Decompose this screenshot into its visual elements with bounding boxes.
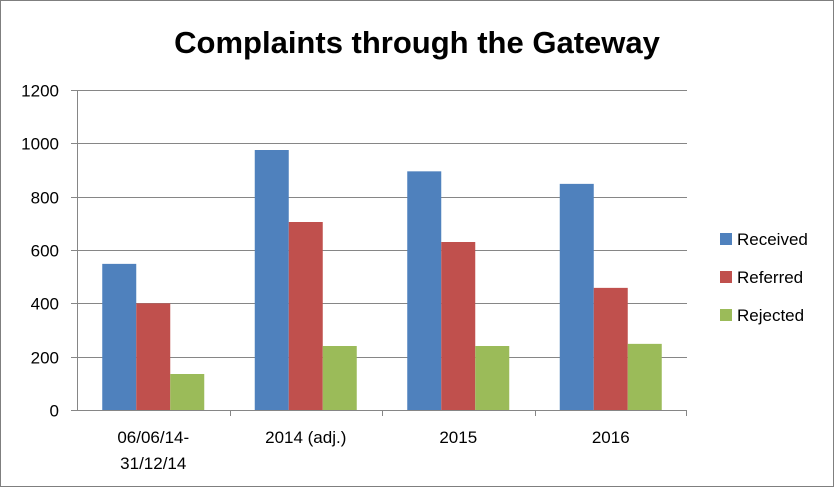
axes: [71, 90, 687, 416]
bar-rejected-1: [322, 346, 357, 410]
bar-received-3: [559, 183, 594, 410]
bar-referred-3: [593, 287, 628, 410]
y-tick-label: 800: [31, 189, 59, 208]
legend-label-referred: Referred: [737, 268, 803, 287]
x-tick-labels: 06/06/14- 31/12/14 2014 (adj.) 2015 2016: [117, 428, 629, 473]
y-tick-labels: 0 200 400 600 800 1000 1200: [21, 82, 59, 421]
bar-referred-0: [136, 303, 171, 410]
y-tick-label: 200: [31, 349, 59, 368]
bar-rejected-0: [170, 374, 205, 410]
legend-label-rejected: Rejected: [737, 306, 804, 325]
legend-swatch-referred: [720, 271, 732, 283]
y-tick-label: 1000: [21, 135, 59, 154]
chart-title: Complaints through the Gateway: [174, 25, 660, 60]
x-tick-label: 2014 (adj.): [265, 428, 346, 447]
y-tick-label: 400: [31, 295, 59, 314]
y-tick-label: 1200: [21, 82, 59, 101]
bar-rejected-3: [627, 343, 662, 410]
x-tick-label: 2016: [592, 428, 630, 447]
y-tick-label: 600: [31, 242, 59, 261]
bar-referred-1: [288, 222, 323, 410]
legend-swatch-rejected: [720, 309, 732, 321]
x-tick-label: 31/12/14: [120, 454, 186, 473]
legend-swatch-received: [720, 233, 732, 245]
legend-label-received: Received: [737, 230, 808, 249]
y-tick-label: 0: [50, 402, 59, 421]
bar-received-1: [254, 150, 289, 410]
bar-rejected-2: [475, 346, 510, 410]
x-tick-label: 06/06/14-: [117, 428, 189, 447]
bar-referred-2: [441, 242, 476, 410]
bars: [102, 150, 662, 410]
bar-received-0: [102, 263, 137, 410]
bar-received-2: [407, 171, 442, 410]
legend: Received Referred Rejected: [720, 230, 808, 325]
x-tick-label: 2015: [439, 428, 477, 447]
